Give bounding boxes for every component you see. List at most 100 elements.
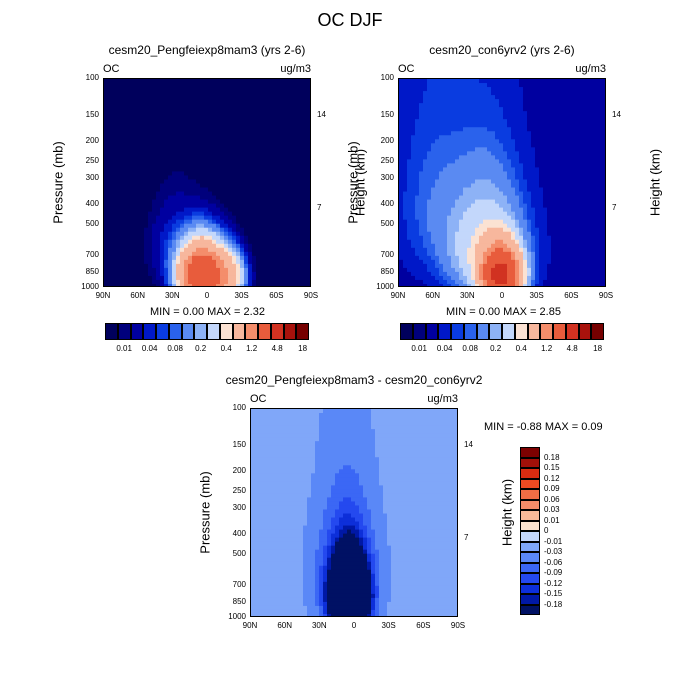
contour-cell bbox=[503, 203, 508, 209]
contour-cell bbox=[268, 155, 273, 160]
contour-cell bbox=[184, 223, 189, 229]
contour-cell bbox=[463, 267, 468, 273]
contour-cell bbox=[164, 139, 169, 144]
contour-cell bbox=[403, 175, 408, 181]
contour-cell bbox=[467, 123, 472, 128]
contour-cell bbox=[455, 275, 460, 281]
contour-cell bbox=[531, 187, 536, 193]
contour-cell bbox=[132, 123, 137, 128]
contour-cell bbox=[264, 99, 269, 104]
contour-cell bbox=[120, 191, 125, 197]
contour-cell bbox=[164, 91, 169, 96]
contour-cell bbox=[439, 83, 444, 88]
contour-cell bbox=[451, 99, 456, 104]
contour-cell bbox=[523, 207, 528, 213]
contour-cell bbox=[268, 79, 273, 84]
contour-cell bbox=[495, 87, 500, 92]
contour-cell bbox=[499, 247, 504, 253]
contour-cell bbox=[531, 127, 536, 132]
contour-cell bbox=[439, 199, 444, 205]
contour-cell bbox=[507, 271, 512, 277]
contour-cell bbox=[156, 143, 161, 148]
contour-cell bbox=[411, 271, 416, 277]
contour-cell bbox=[459, 175, 464, 181]
contour-cell bbox=[224, 227, 229, 233]
contour-cell bbox=[511, 151, 516, 156]
contour-cell bbox=[511, 231, 516, 237]
contour-cell bbox=[431, 107, 436, 112]
contour-cell bbox=[535, 263, 540, 269]
contour-cell bbox=[112, 275, 117, 281]
contour-cell bbox=[180, 219, 185, 225]
contour-cell bbox=[280, 243, 285, 249]
contour-cell bbox=[164, 227, 169, 233]
contour-cell bbox=[188, 283, 193, 286]
contour-cell bbox=[260, 227, 265, 233]
contour-cell bbox=[543, 87, 548, 92]
contour-cell bbox=[116, 103, 121, 108]
contour-cell bbox=[192, 279, 197, 285]
contour-cell bbox=[455, 123, 460, 128]
contour-cell bbox=[176, 167, 181, 173]
contour-cell bbox=[104, 199, 109, 205]
contour-cell bbox=[128, 251, 133, 257]
contour-cell bbox=[543, 179, 548, 185]
contour-cell bbox=[431, 111, 436, 116]
contour-cell bbox=[539, 143, 544, 148]
contour-cell bbox=[156, 79, 161, 84]
contour-cell bbox=[487, 191, 492, 197]
contour-cell bbox=[455, 271, 460, 277]
contour-cell bbox=[260, 143, 265, 148]
contour-cell bbox=[152, 199, 157, 205]
contour-cell bbox=[152, 227, 157, 233]
contour-cell bbox=[256, 171, 261, 177]
contour-cell bbox=[220, 283, 225, 286]
contour-cell bbox=[256, 111, 261, 116]
contour-cell bbox=[427, 147, 432, 152]
contour-cell bbox=[160, 183, 165, 189]
contour-cell bbox=[164, 195, 169, 201]
contour-cell bbox=[172, 159, 177, 164]
contour-cell bbox=[411, 235, 416, 241]
contour-cell bbox=[296, 103, 301, 108]
contour-cell bbox=[208, 87, 213, 92]
contour-cell bbox=[132, 279, 137, 285]
contour-cell bbox=[304, 123, 309, 128]
contour-cell bbox=[447, 139, 452, 144]
contour-cell bbox=[475, 235, 480, 241]
contour-cell bbox=[459, 219, 464, 225]
contour-cell bbox=[264, 91, 269, 96]
contour-cell bbox=[272, 271, 277, 277]
contour-cell bbox=[252, 239, 257, 245]
contour-cell bbox=[112, 183, 117, 189]
contour-cell bbox=[467, 103, 472, 108]
contour-cell bbox=[491, 279, 496, 285]
contour-cell bbox=[272, 155, 277, 160]
contour-cell bbox=[531, 195, 536, 201]
contour-cell bbox=[399, 107, 404, 112]
y-tick-label: 1000 bbox=[81, 282, 99, 291]
contour-cell bbox=[475, 251, 480, 257]
contour-cell bbox=[268, 175, 273, 181]
contour-cell bbox=[503, 199, 508, 205]
contour-cell bbox=[439, 215, 444, 221]
contour-cell bbox=[284, 107, 289, 112]
contour-cell bbox=[116, 87, 121, 92]
contour-cell bbox=[276, 271, 281, 277]
contour-cell bbox=[280, 135, 285, 140]
contour-cell bbox=[252, 215, 257, 221]
contour-cell bbox=[475, 255, 480, 261]
contour-cell bbox=[523, 91, 528, 96]
contour-cell bbox=[427, 191, 432, 197]
contour-cell bbox=[423, 139, 428, 144]
contour-cell bbox=[483, 163, 488, 169]
contour-cell bbox=[132, 191, 137, 197]
contour-cell bbox=[411, 207, 416, 213]
contour-cell bbox=[176, 243, 181, 249]
contour-cell bbox=[108, 279, 113, 285]
contour-cell bbox=[180, 147, 185, 152]
contour-cell bbox=[272, 247, 277, 253]
contour-cell bbox=[292, 179, 297, 185]
contour-cell bbox=[523, 135, 528, 140]
contour-cell bbox=[128, 167, 133, 173]
